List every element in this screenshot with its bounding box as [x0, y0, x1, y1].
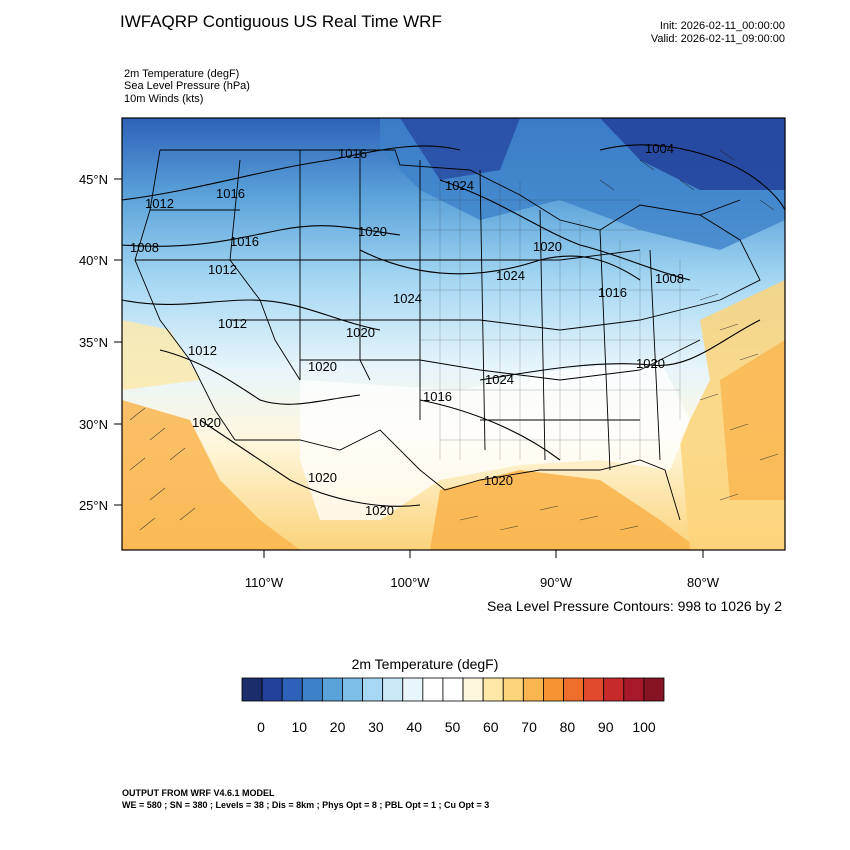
- isobar-label: 1024: [393, 291, 422, 306]
- lat-label-30n: 30°N: [79, 417, 108, 432]
- model-info: OUTPUT FROM WRF V4.6.1 MODEL: [122, 788, 275, 798]
- lon-label-110w: 110°W: [245, 575, 284, 590]
- colorbar-tick-label: 30: [368, 719, 384, 735]
- colorbar-swatch: [623, 677, 645, 702]
- variable-label-temperature: 2m Temperature (degF): [124, 68, 240, 80]
- colorbar-tick-label: 60: [483, 719, 499, 735]
- isobar-label: 1012: [208, 262, 237, 277]
- lat-label-25n: 25°N: [79, 498, 108, 513]
- isobar-contours: [122, 144, 785, 507]
- isobar-label: 1016: [230, 234, 259, 249]
- colorbar-swatch: [422, 677, 444, 702]
- isobar-label: 1012: [218, 316, 247, 331]
- isobar-label: 1020: [365, 503, 394, 518]
- init-time: Init: 2026-02-11_00:00:00: [659, 20, 785, 32]
- variable-label-pressure: Sea Level Pressure (hPa): [124, 80, 250, 92]
- colorbar-tick-label: 90: [598, 719, 614, 735]
- isobar-label: 1016: [598, 285, 627, 300]
- colorbar-swatch: [241, 677, 263, 702]
- isobar-label: 1024: [485, 372, 514, 387]
- variable-label-winds: 10m Winds (kts): [124, 93, 204, 105]
- isobar-label: 1008: [655, 271, 684, 286]
- colorbar-swatch: [301, 677, 323, 702]
- colorbar-swatch: [502, 677, 524, 702]
- colorbar: [241, 677, 665, 702]
- lat-label-40n: 40°N: [79, 253, 108, 268]
- isobar-label: 1020: [308, 359, 337, 374]
- colorbar-swatch: [321, 677, 343, 702]
- isobar-label: 1020: [308, 470, 337, 485]
- isobar-label: 1016: [216, 186, 245, 201]
- colorbar-tick-label: 0: [257, 719, 265, 735]
- isobar-label: 1012: [188, 343, 217, 358]
- isobar-label: 1016: [423, 389, 452, 404]
- isobar-labels: 1016 1004 1024 1016 1012 1020 1016 1008 …: [130, 141, 684, 518]
- lon-label-100w: 100°W: [390, 575, 430, 590]
- isobar-label: 1024: [496, 268, 525, 283]
- valid-time: Valid: 2026-02-11_09:00:00: [650, 33, 785, 45]
- lat-label-35n: 35°N: [79, 335, 108, 350]
- colorbar-swatch: [482, 677, 504, 702]
- isobar-label: 1008: [130, 240, 159, 255]
- isobar-label: 1020: [533, 239, 562, 254]
- model-config: WE = 580 ; SN = 380 ; Levels = 38 ; Dis …: [122, 800, 490, 810]
- colorbar-tick-label: 50: [445, 719, 461, 735]
- lon-label-80w: 80°W: [687, 575, 720, 590]
- colorbar-swatch: [382, 677, 404, 702]
- colorbar-swatch: [603, 677, 625, 702]
- isobar-label: 1024: [445, 178, 474, 193]
- colorbar-tick-label: 40: [406, 719, 422, 735]
- colorbar-swatch: [543, 677, 564, 702]
- colorbar-tick-labels: 0 10 20 30 40 50 60 70 80 90 100: [257, 719, 656, 735]
- colorbar-swatch: [342, 677, 363, 702]
- colorbar-swatch: [583, 677, 605, 702]
- lat-label-45n: 45°N: [79, 172, 108, 187]
- colorbar-swatch: [261, 677, 283, 702]
- colorbar-swatch: [563, 677, 585, 702]
- isobar-label: 1020: [636, 356, 665, 371]
- isobar-label: 1020: [358, 224, 387, 239]
- colorbar-title: 2m Temperature (degF): [351, 656, 499, 672]
- colorbar-swatch: [522, 677, 544, 702]
- contour-note: Sea Level Pressure Contours: 998 to 1026…: [487, 598, 782, 614]
- colorbar-tick-label: 80: [560, 719, 576, 735]
- colorbar-swatch: [281, 677, 303, 702]
- isobar-label: 1020: [192, 415, 221, 430]
- colorbar-tick-label: 20: [330, 719, 346, 735]
- isobar-label: 1016: [338, 146, 367, 161]
- map-panel: 1016 1004 1024 1016 1012 1020 1016 1008 …: [122, 118, 785, 550]
- colorbar-swatch: [402, 677, 424, 702]
- colorbar-swatch: [442, 677, 464, 702]
- colorbar-swatch: [462, 677, 484, 702]
- colorbar-swatch: [362, 677, 384, 702]
- isobar-label: 1020: [346, 325, 375, 340]
- plot-title: IWFAQRP Contiguous US Real Time WRF: [120, 12, 442, 31]
- lon-label-90w: 90°W: [540, 575, 573, 590]
- colorbar-tick-label: 100: [632, 719, 656, 735]
- isobar-label: 1004: [645, 141, 674, 156]
- isobar-label: 1020: [484, 473, 513, 488]
- colorbar-tick-label: 70: [521, 719, 537, 735]
- colorbar-tick-label: 10: [292, 719, 308, 735]
- colorbar-swatch: [643, 677, 665, 702]
- isobar-label: 1012: [145, 196, 174, 211]
